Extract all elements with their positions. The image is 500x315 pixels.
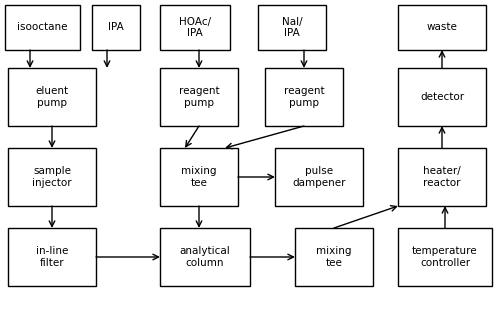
Bar bbox=[275, 148, 363, 206]
Bar bbox=[8, 68, 96, 126]
Bar bbox=[5, 5, 80, 50]
Bar bbox=[8, 228, 96, 286]
Bar bbox=[8, 148, 96, 206]
Bar bbox=[398, 5, 486, 50]
Bar bbox=[160, 148, 238, 206]
Bar bbox=[398, 228, 492, 286]
Bar bbox=[265, 68, 343, 126]
Text: detector: detector bbox=[420, 92, 464, 102]
Text: HOAc/
IPA: HOAc/ IPA bbox=[179, 17, 211, 38]
Bar bbox=[160, 68, 238, 126]
Bar bbox=[398, 68, 486, 126]
Bar bbox=[160, 5, 230, 50]
Bar bbox=[92, 5, 140, 50]
Text: in-line
filter: in-line filter bbox=[36, 246, 68, 268]
Bar bbox=[295, 228, 373, 286]
Bar bbox=[258, 5, 326, 50]
Text: heater/
reactor: heater/ reactor bbox=[423, 166, 461, 188]
Bar bbox=[160, 228, 250, 286]
Text: eluent
pump: eluent pump bbox=[36, 86, 68, 108]
Text: mixing
tee: mixing tee bbox=[316, 246, 352, 268]
Text: isooctane: isooctane bbox=[17, 22, 68, 32]
Text: IPA: IPA bbox=[108, 22, 124, 32]
Text: NaI/
IPA: NaI/ IPA bbox=[282, 17, 302, 38]
Text: waste: waste bbox=[426, 22, 458, 32]
Text: reagent
pump: reagent pump bbox=[284, 86, 325, 108]
Text: pulse
dampener: pulse dampener bbox=[292, 166, 346, 188]
Bar bbox=[398, 148, 486, 206]
Text: analytical
column: analytical column bbox=[180, 246, 230, 268]
Text: temperature
controller: temperature controller bbox=[412, 246, 478, 268]
Text: reagent
pump: reagent pump bbox=[178, 86, 220, 108]
Text: sample
injector: sample injector bbox=[32, 166, 72, 188]
Text: mixing
tee: mixing tee bbox=[181, 166, 217, 188]
